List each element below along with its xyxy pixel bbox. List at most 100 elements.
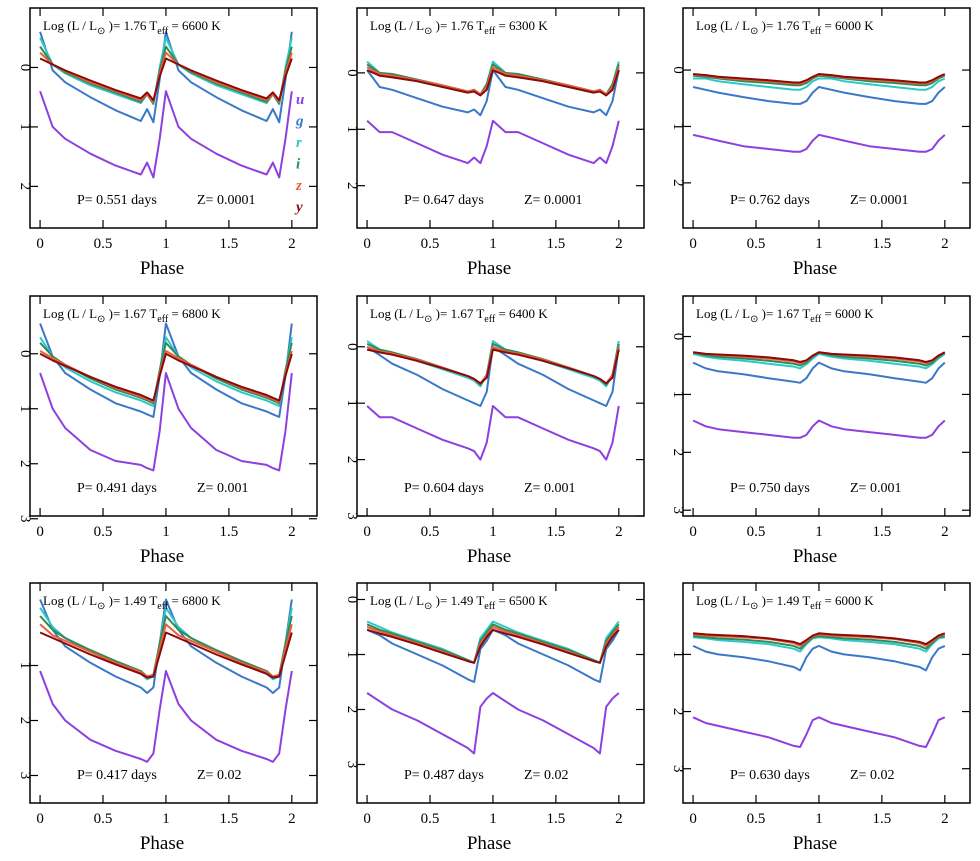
- y-tick-label: 2: [17, 460, 33, 468]
- title-subscript: ⊙: [424, 601, 432, 612]
- x-tick-label: 0: [363, 811, 371, 827]
- x-axis-label: Phase: [140, 258, 184, 279]
- axes-frame: [356, 295, 645, 517]
- light-curve: [692, 133, 946, 153]
- annotation: P= 0.604 days: [404, 481, 484, 496]
- y-tick-label: 3: [670, 506, 686, 514]
- y-tick-label: 2: [344, 456, 360, 464]
- plot-area: [366, 340, 620, 461]
- title-part: = 6300 K: [495, 18, 548, 33]
- x-tick-label: 1: [815, 524, 823, 540]
- x-axis-label: Phase: [793, 546, 837, 567]
- legend-entry: i: [296, 157, 301, 173]
- title-part: )= 1.67 T: [758, 306, 810, 321]
- y-tick-label: 2: [344, 182, 360, 190]
- plot-area: [692, 73, 946, 153]
- x-tick-label: 2: [615, 236, 623, 252]
- axes-frame: [682, 582, 971, 804]
- light-curve: [693, 632, 946, 646]
- title-part: = 6400 K: [495, 306, 548, 321]
- light-curve: [39, 631, 293, 679]
- title-part: )= 1.76 T: [758, 18, 810, 33]
- axes-frame: [356, 582, 645, 804]
- x-tick-label: 2: [288, 524, 296, 540]
- panel-title: Log (L / L⊙ )= 1.76 Teff = 6300 K: [370, 18, 548, 37]
- panel: 0 0.5 1 1.5 2 0 1 2 Phase Log (L / L⊙ )= 1.76 Tef…: [344, 7, 645, 279]
- y-tick-label: 3: [17, 772, 33, 780]
- x-axis-label: Phase: [467, 546, 511, 567]
- title-subscript: eff: [157, 314, 169, 325]
- axes-frame: [29, 7, 318, 229]
- axes-frame: [682, 295, 971, 517]
- annotation: P= 0.551 days: [77, 193, 157, 208]
- panel-title: Log (L / L⊙ )= 1.76 Teff = 6000 K: [696, 18, 874, 37]
- panel-title: Log (L / L⊙ )= 1.67 Teff = 6800 K: [43, 306, 221, 325]
- x-tick-label: 1: [815, 811, 823, 827]
- title-subscript: eff: [810, 26, 822, 37]
- x-tick-label: 0: [689, 811, 697, 827]
- title-part: )= 1.76 T: [105, 18, 157, 33]
- light-curve: [39, 336, 293, 407]
- annotation: Z= 0.001: [197, 481, 248, 496]
- title-part: = 6000 K: [821, 306, 874, 321]
- light-curve: [39, 670, 293, 763]
- y-tick-label: 1: [344, 126, 360, 134]
- title-subscript: ⊙: [750, 26, 758, 37]
- light-curve: [693, 633, 946, 647]
- light-curve: [692, 716, 946, 748]
- panel: 0 0.5 1 1.5 2 0 1 2 3 Phase Log (L / L⊙ )= 1.67 Te…: [670, 295, 971, 567]
- y-tick-label: 0: [17, 350, 33, 358]
- annotation: P= 0.630 days: [730, 768, 810, 783]
- y-tick-label: 0: [670, 333, 686, 341]
- x-axis-label: Phase: [793, 258, 837, 279]
- x-axis-label: Phase: [467, 258, 511, 279]
- title-part: = 6500 K: [495, 593, 548, 608]
- plot-area: [39, 322, 293, 472]
- light-curve: [366, 66, 620, 96]
- light-curve: [39, 322, 293, 418]
- light-curve: [39, 341, 293, 405]
- x-tick-label: 2: [941, 524, 949, 540]
- title-part: Log (L / L: [696, 306, 750, 321]
- y-tick-label: 1: [17, 405, 33, 413]
- title-part: Log (L / L: [43, 18, 97, 33]
- y-tick-label: 0: [670, 66, 686, 74]
- title-part: Log (L / L: [43, 593, 97, 608]
- annotation: P= 0.417 days: [77, 768, 157, 783]
- x-tick-label: 0: [689, 524, 697, 540]
- legend-entry: r: [296, 135, 302, 151]
- title-part: = 6800 K: [168, 593, 221, 608]
- x-tick-label: 0: [363, 524, 371, 540]
- plot-area: [39, 598, 293, 763]
- annotation: P= 0.491 days: [77, 481, 157, 496]
- y-tick-label: 2: [670, 449, 686, 457]
- title-part: Log (L / L: [696, 593, 750, 608]
- y-tick-label: 2: [17, 717, 33, 725]
- panel-title: Log (L / L⊙ )= 1.49 Teff = 6000 K: [696, 593, 874, 612]
- x-tick-label: 0: [36, 236, 44, 252]
- x-tick-label: 2: [288, 811, 296, 827]
- x-tick-label: 0: [36, 524, 44, 540]
- light-curve: [39, 90, 293, 179]
- x-tick-label: 1: [162, 236, 170, 252]
- title-part: )= 1.49 T: [758, 593, 810, 608]
- x-tick-label: 1.5: [873, 236, 892, 252]
- y-tick-label: 1: [17, 123, 33, 130]
- light-curve: [692, 352, 946, 370]
- title-subscript: eff: [484, 26, 496, 37]
- axes-frame: [29, 295, 318, 517]
- panel-title: Log (L / L⊙ )= 1.67 Teff = 6000 K: [696, 306, 874, 325]
- title-part: )= 1.67 T: [105, 306, 157, 321]
- x-tick-label: 0: [689, 236, 697, 252]
- light-curve: [693, 635, 945, 650]
- x-axis-label: Phase: [793, 833, 837, 854]
- x-tick-label: 0.5: [94, 811, 113, 827]
- y-tick-label: 0: [17, 64, 33, 72]
- y-tick-label: 2: [670, 179, 686, 187]
- title-subscript: ⊙: [750, 314, 758, 325]
- x-tick-label: 2: [941, 811, 949, 827]
- panel-title: Log (L / L⊙ )= 1.49 Teff = 6800 K: [43, 593, 221, 612]
- x-tick-label: 1: [489, 524, 497, 540]
- panel-title: Log (L / L⊙ )= 1.76 Teff = 6600 K: [43, 18, 221, 37]
- y-tick-label: 1: [670, 651, 686, 659]
